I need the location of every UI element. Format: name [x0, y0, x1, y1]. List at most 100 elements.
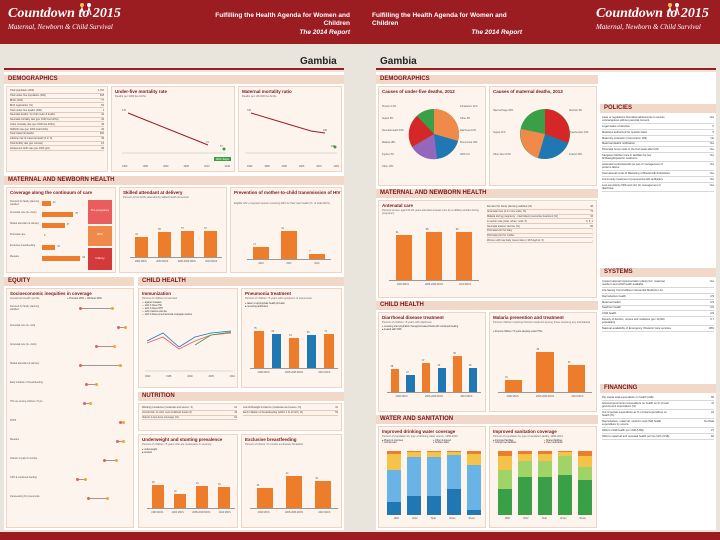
- bar: [505, 379, 523, 392]
- nutrition-row: Early initiation of breastfeeding (withi…: [243, 411, 338, 416]
- stage-birth: Birth: [88, 226, 112, 246]
- stacked-segment: [578, 455, 592, 468]
- equity-line: [104, 460, 116, 461]
- financing-row: ODA to maternal and neonatal health per …: [602, 434, 714, 440]
- mmr-chart: Maternal mortality ratio Deaths per 100,…: [238, 86, 342, 172]
- section-maternal-newborn-right: MATERNAL AND NEWBORN HEALTH: [376, 189, 598, 198]
- pie-label: Pneumonia 16%: [460, 141, 478, 144]
- systems-row-value: 2/4: [710, 306, 714, 310]
- stacked-segment: [427, 451, 441, 453]
- equity-legend: ● Poorest 20% ● Richest 20%: [67, 297, 102, 300]
- financing-row-value: No Data: [704, 419, 714, 423]
- pie-slice: [434, 134, 458, 159]
- demographics-row-label: Neonatal mortality rate (per 1000 live b…: [10, 118, 59, 122]
- divider: [376, 68, 716, 70]
- policy-row-label: Antenatal corticosteroids as part of man…: [602, 163, 663, 170]
- report-subtitle: The 2014 Report: [471, 28, 522, 36]
- policy-row: Legal status of abortion II: [602, 124, 714, 130]
- bar: [173, 493, 187, 508]
- stacked-segment: [407, 451, 421, 453]
- legend-item: — with 3 doses DTP: [142, 307, 163, 310]
- stacked-segment: [538, 476, 552, 515]
- demographics-row-value: 318: [99, 94, 104, 98]
- demographics-row: Stillbirth rate (per 1000 total births) 2…: [10, 127, 104, 133]
- policy-row-label: Postnatal home visits in the first week …: [602, 148, 659, 152]
- equity-label: Careseeking for pneumonia: [10, 495, 40, 498]
- continuum-bar: [42, 212, 74, 217]
- financing-row-label: Reproductive, maternal, newborn and chil…: [602, 419, 662, 426]
- section-nutrition: NUTRITION: [138, 392, 344, 401]
- continuum-bar: [42, 223, 65, 228]
- antenatal-row-label: C-section rate (total, urban, rural; %): [487, 219, 528, 223]
- axis-tick: 2000 MICS: [506, 395, 519, 398]
- demographics-table: Total population (000) 1,791 Total under-f…: [6, 86, 108, 172]
- section-maternal-newborn: MATERNAL AND NEWBORN HEALTH: [4, 176, 344, 185]
- policy-row: Kangaroo Mother Care in facilities for l…: [602, 153, 714, 163]
- bar: [253, 331, 264, 368]
- legend-text: Open defecation: [546, 442, 563, 444]
- pmtct-chart: Prevention of mother-to-child transmissi…: [230, 187, 342, 273]
- equity-subtitle: Household wealth quintile: [10, 297, 40, 300]
- policy-row: Maternal deaths notification Yes: [602, 142, 714, 148]
- axis-tick: 2012: [229, 375, 235, 378]
- u5mr-end-value: 74: [206, 141, 209, 144]
- sanitation-subtitle: Percent of population by type of sanitat…: [493, 435, 563, 438]
- bar: [437, 367, 447, 392]
- skilled-title: Skilled attendant at delivery: [123, 190, 183, 195]
- legend-text: Percent children <5 years sleeping under…: [495, 331, 543, 333]
- data-label: 57: [181, 227, 184, 231]
- stunting-x-axis: 1996 MICS 2000 MICS 2005-2006 MICS 2010 MIC…: [147, 511, 235, 514]
- equity-label: DTP3: [10, 419, 17, 422]
- pneumonia-legend: ■ taken to appropriate health provider ■ …: [245, 302, 285, 308]
- axis-tick: 2010 MICS: [318, 371, 331, 374]
- pneumonia-subtitle: Percent of children <5 years with sympto…: [245, 297, 312, 300]
- stacked-bar: [498, 451, 512, 515]
- demographics-row: Adolescent birth rate (per 1000 girls) 88: [10, 146, 104, 152]
- data-label: 16: [173, 489, 177, 493]
- legend-poorest: Poorest 20%: [69, 297, 85, 300]
- equity-dot-poorest: [79, 307, 82, 310]
- stacked-segment: [387, 454, 401, 471]
- equity-line: [88, 498, 108, 499]
- axis-tick: 2012: [523, 517, 529, 520]
- legend-item: ■ Shared facilities: [544, 440, 563, 442]
- financing-row: General government expenditure on health…: [602, 401, 714, 410]
- legend-item: — with 3 doses Hib: [142, 304, 162, 307]
- mdg-target-badge: MDG Target: [214, 157, 231, 161]
- nutrition-row-label: Vitamin A two-dose coverage (%): [142, 415, 179, 419]
- demographics-row-value: 5.8: [100, 141, 104, 145]
- equity-dot-poorest: [75, 478, 79, 481]
- policy-row-value: Yes: [709, 177, 714, 181]
- systems-row-value: 9.7: [710, 318, 714, 321]
- nutrition-row-value: 52: [335, 411, 338, 415]
- sanitation-title: Improved sanitation coverage: [493, 429, 557, 434]
- section-financing: FINANCING: [600, 384, 716, 393]
- pie-label: Sepsis 6%: [382, 117, 394, 120]
- data-label: 24: [195, 482, 199, 486]
- stunting-subtitle: Percent of children <5 years who are mod…: [142, 443, 212, 446]
- logo-figure-icon: [79, 3, 92, 16]
- continuum-bar: [42, 201, 51, 206]
- axis-tick: 2005-2006 MICS: [424, 283, 444, 286]
- axis-tick: 2005-2006 MICS: [284, 371, 304, 374]
- demographics-row: Total under-five deaths (000) 6: [10, 108, 104, 113]
- logo-title: Countdown to 2015: [8, 6, 121, 21]
- demographics-row: Total under-five population (000) 318: [10, 94, 104, 99]
- systems-row: National availability of Emergency Obste…: [602, 326, 714, 333]
- pneumonia-bars: 75 69 61 68 70: [250, 319, 338, 369]
- systems-row-label: Density of doctors, nurses and midwives …: [602, 318, 665, 325]
- data-label: 55: [158, 228, 161, 232]
- stacked-bar: [407, 451, 421, 515]
- maternal-causes-title: Causes of maternal deaths, 2013: [493, 89, 563, 94]
- data-label: 17: [253, 243, 256, 247]
- equity-dot-richest: [88, 402, 92, 405]
- axis-tick: 2005: [298, 165, 305, 168]
- mmr-subtitle: Deaths per 100,000 live births: [242, 95, 277, 98]
- demographics-row-value: 42: [101, 113, 104, 117]
- diarrhoea-chart: Diarrhoeal disease treatment Percent of …: [378, 312, 486, 412]
- policy-row-label: Kangaroo Mother Care in facilities for l…: [602, 154, 652, 161]
- malaria-subtitle: Percent children receiving first-line tr…: [493, 321, 591, 324]
- bar: [324, 333, 335, 368]
- legend-text: receiving antibiotics: [247, 305, 268, 309]
- legend-item: ■ underweight: [142, 448, 158, 451]
